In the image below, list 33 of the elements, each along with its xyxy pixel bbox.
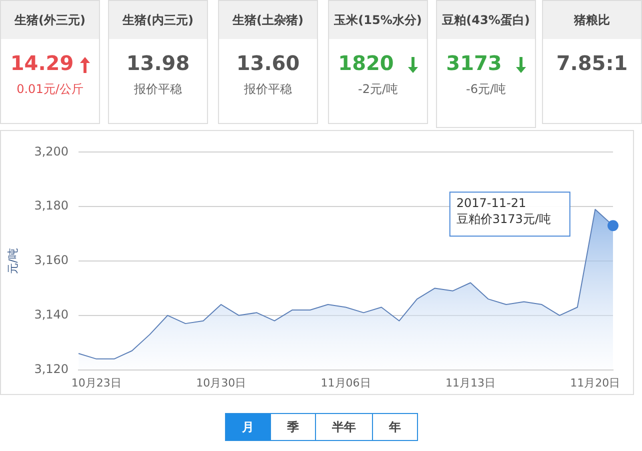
x-tick-label: 10月23日 [71,376,122,390]
text: 报价平稳 [243,81,293,98]
y-tick-label: 3,140 [34,308,69,322]
x-tick-label: 10月30日 [196,376,246,390]
y-tick-label: 3,180 [34,198,69,213]
x-tick-label: 11月06日 [320,376,371,390]
text: 1820 [338,51,394,75]
text: 半年 [315,414,372,440]
text: 3173 [446,51,502,75]
category-label: 生猪(土杂猪) [219,1,317,39]
text: 13.98 [126,51,190,75]
x-tick-label: 11月13日 [445,376,496,390]
annotation: 2017-11-21 豆粕价3173元/吨 [456,196,551,226]
category-label: 生猪(内三元) [109,1,207,39]
category-label: 生猪(外三元) [1,1,99,39]
text: 0.01元/公斤 [16,81,84,98]
text: 年 [372,414,417,440]
y-tick-label: 3,200 [34,144,69,158]
text: -2元/吨 [356,81,399,98]
category-label: 豆粕(43%蛋白) [437,1,535,39]
y-axis-title: 元/吨 [6,248,20,274]
text: 13.60 [236,51,300,75]
y-tick-label: 3,160 [34,253,69,268]
text: 报价平稳 [133,81,183,98]
x-tick-label: 11月20日 [570,376,620,390]
text: -6元/吨 [464,81,507,98]
category-label: 猪粮比 [543,1,641,39]
text: 14.29 [10,51,74,75]
category-label: 玉米(15%水分) [329,1,427,39]
y-tick-label: 3,120 [34,362,69,376]
text: 月 [226,414,270,440]
text: 7.85:1 [556,51,628,75]
text: 季 [270,414,315,440]
